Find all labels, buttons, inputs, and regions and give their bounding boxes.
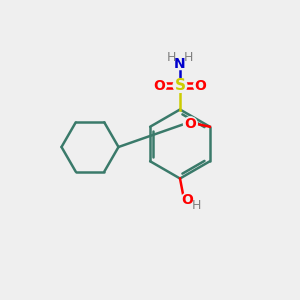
Circle shape [173,79,187,92]
Text: O: O [154,79,166,92]
Text: N: N [174,57,186,71]
Text: O: O [194,79,206,92]
Text: O: O [182,193,194,207]
Text: O: O [184,117,196,131]
Text: S: S [175,78,185,93]
Circle shape [194,79,207,92]
Text: H: H [167,51,176,64]
Circle shape [184,117,197,131]
Text: H: H [184,51,193,64]
Circle shape [181,193,194,207]
Text: H: H [192,199,201,212]
Circle shape [153,79,166,92]
